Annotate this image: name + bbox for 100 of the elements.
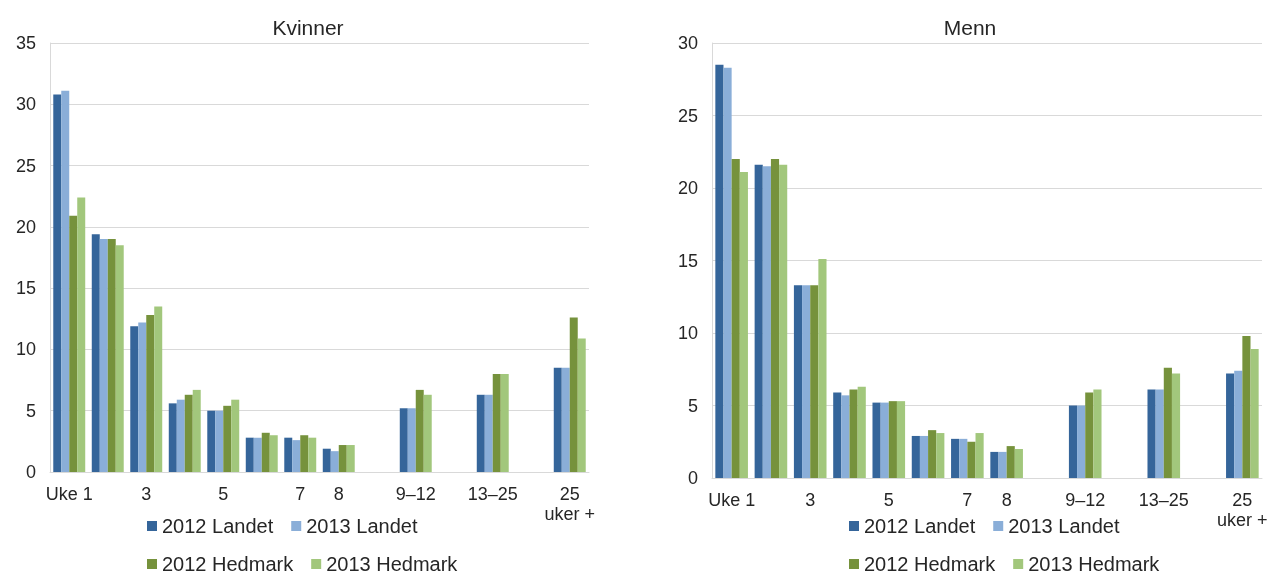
bar	[99, 239, 108, 472]
bar	[896, 401, 906, 478]
bar	[107, 239, 116, 472]
bar	[577, 338, 586, 472]
bar	[91, 234, 100, 472]
bar	[284, 437, 293, 472]
bar	[168, 403, 177, 472]
y-tick-label: 5	[687, 395, 698, 416]
bar	[1147, 389, 1156, 478]
bar	[770, 159, 780, 478]
bar	[723, 67, 732, 478]
bar	[849, 389, 858, 478]
bar	[739, 172, 748, 478]
bar	[569, 317, 578, 472]
bar	[880, 402, 889, 478]
bar	[928, 430, 937, 478]
bar	[292, 440, 301, 472]
bar	[322, 448, 331, 472]
bar	[115, 245, 124, 472]
bar	[207, 410, 216, 472]
bar	[1077, 405, 1086, 478]
bar	[308, 437, 317, 472]
bar	[998, 451, 1007, 478]
bar	[967, 441, 976, 478]
y-tick-label: 20	[15, 216, 36, 237]
bar	[802, 285, 811, 478]
bar	[1234, 370, 1243, 478]
bar	[833, 392, 842, 478]
x-tick-label: Uke 1	[45, 484, 93, 504]
x-tick-label: 9–12	[1065, 490, 1106, 510]
x-tick-label: 25 uker +	[544, 484, 596, 524]
y-tick-label: 0	[687, 468, 698, 488]
bar	[484, 394, 493, 472]
legend-label: 2013 Hedmark	[1028, 553, 1161, 575]
bar	[715, 64, 724, 478]
bar	[492, 373, 501, 472]
bar	[911, 435, 920, 478]
bar	[1093, 389, 1102, 478]
bar	[779, 164, 788, 478]
bar	[1226, 373, 1235, 478]
legend-label: 2013 Landet	[306, 515, 418, 537]
bar	[762, 166, 771, 478]
bar	[951, 438, 960, 478]
bar	[1171, 373, 1181, 478]
bar	[1155, 389, 1164, 478]
legend-label: 2012 Landet	[162, 515, 274, 537]
x-tick-label: 3	[141, 484, 152, 504]
y-tick-label: 20	[677, 178, 698, 198]
legend-label: 2012 Hedmark	[162, 553, 295, 575]
bar	[269, 435, 278, 472]
bar	[77, 197, 86, 472]
y-tick-label: 25	[677, 105, 698, 126]
bar	[231, 399, 240, 472]
bar	[857, 386, 866, 478]
bar	[1085, 392, 1094, 478]
y-tick-label: 15	[677, 250, 698, 271]
bar	[176, 399, 185, 472]
x-tick-label: 5	[218, 484, 229, 504]
bar	[69, 215, 78, 472]
bar	[300, 435, 309, 472]
bar	[223, 405, 232, 472]
bar	[146, 315, 155, 472]
bar	[154, 306, 163, 472]
bar	[990, 451, 999, 478]
x-tick-label: 7	[962, 490, 973, 510]
chart-title: Kvinner	[272, 16, 344, 39]
x-tick-label: 3	[805, 490, 816, 510]
bar	[192, 389, 201, 472]
bar	[138, 322, 147, 472]
y-tick-label: 5	[25, 400, 36, 421]
bar	[975, 433, 984, 478]
bar	[399, 408, 408, 472]
bar	[476, 394, 485, 472]
bar	[872, 402, 881, 478]
bar	[561, 367, 570, 472]
bar	[754, 164, 763, 478]
bar	[184, 394, 193, 472]
y-tick-label: 30	[15, 94, 36, 115]
bar	[1250, 348, 1259, 478]
bar	[330, 451, 339, 472]
bar	[888, 401, 897, 478]
bar	[261, 432, 270, 472]
bar	[731, 159, 740, 478]
bar	[423, 394, 432, 472]
bar	[253, 437, 262, 472]
bar	[245, 437, 254, 472]
bar	[53, 94, 62, 472]
x-tick-label: 13–25	[1138, 490, 1189, 510]
bar	[407, 408, 416, 472]
y-tick-label: 35	[15, 33, 36, 53]
legend-label: 2013 Landet	[1008, 515, 1120, 537]
bar	[500, 373, 509, 472]
chart-title: Menn	[943, 16, 997, 39]
bar	[1014, 449, 1023, 478]
bar	[818, 259, 827, 478]
bar	[1068, 405, 1078, 478]
bar	[1242, 335, 1251, 478]
bar	[810, 285, 819, 478]
bar	[1163, 367, 1172, 478]
bar	[936, 433, 945, 478]
